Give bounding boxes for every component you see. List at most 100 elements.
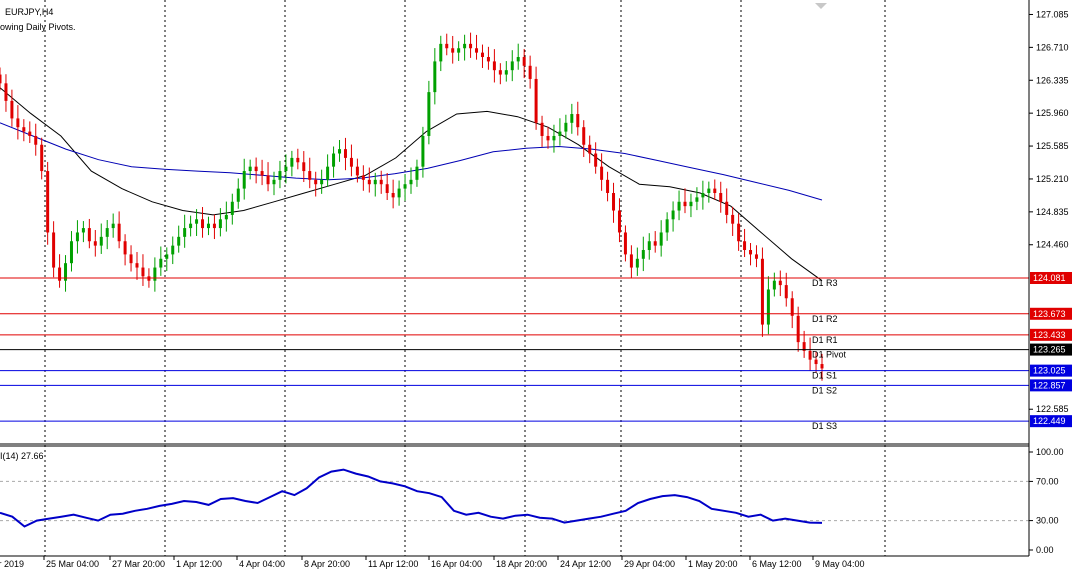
candle-body-103 [612,192,616,211]
candle-11 [64,255,68,292]
pivot-tag-label-5: 122.857 [1033,380,1066,390]
candle-body-132 [784,285,788,299]
candle-body-50 [296,157,300,163]
candle-133 [790,291,794,329]
pivot-tag-label-3: 123.265 [1033,345,1066,355]
price-label-6: 124.835 [1036,207,1069,217]
candle-body-45 [266,175,270,185]
candle-118 [701,180,705,210]
candle-body-120 [713,188,717,193]
candle-135 [802,330,806,358]
candle-125 [743,228,747,258]
candle-111 [659,220,663,257]
candle-56 [332,146,336,178]
price-label-7: 124.460 [1036,240,1069,250]
candle-body-123 [731,214,735,224]
candle-97 [576,101,580,136]
candle-body-13 [75,232,79,242]
candle-body-38 [224,214,228,220]
candle-74 [439,35,443,72]
time-axis: Mar 2019 25 Mar 04:00 27 Mar 20:00 1 Apr 12… [0,556,865,569]
candle-88 [522,48,526,79]
candle-61 [361,165,365,191]
price-label-3: 125.960 [1036,108,1069,118]
rsi-tick-label-2: 30.00 [1036,516,1059,526]
candle-body-49 [290,157,294,167]
candle-body-78 [463,43,467,49]
candle-body-82 [486,57,490,62]
candle-body-36 [212,223,216,229]
candle-105 [623,225,627,262]
candle-body-127 [754,254,758,259]
candle-47 [278,160,282,189]
candle-body-32 [189,223,193,229]
candle-42 [248,159,252,180]
time-label-13: 9 May 04:00 [815,559,865,569]
candle-90 [534,66,538,130]
candle-body-76 [451,48,455,53]
candle-body-11 [64,263,68,281]
candle-129 [766,276,770,335]
candle-body-6 [34,135,38,145]
candle-body-117 [695,197,699,202]
price-label-2: 126.335 [1036,75,1069,85]
candle-body-135 [802,342,806,351]
pivot-lines: D1 R3 124.081 D1 R2 123.673 D1 R1 123.433 D1 P… [0,271,1072,431]
candle-body-9 [52,232,56,268]
pivot-tag-5 [1030,379,1072,392]
candle-body-68 [403,184,407,189]
candle-body-57 [338,149,342,154]
candle-body-62 [367,179,371,185]
candle-110 [653,231,657,253]
time-label-9: 24 Apr 12:00 [560,559,611,569]
candle-126 [749,242,753,266]
candle-body-83 [492,61,496,71]
candle-52 [308,157,312,189]
candle-body-51 [302,162,306,172]
time-label-12: 6 May 12:00 [752,559,802,569]
candle-body-137 [814,359,818,365]
candle-22 [129,245,133,272]
candle-body-121 [719,192,723,202]
candle-body-81 [480,52,484,58]
candle-127 [754,245,758,268]
candle-body-80 [475,48,479,53]
candle-72 [427,80,431,145]
candle-body-59 [349,157,353,167]
candle-body-2 [10,100,14,119]
candle-40 [236,178,240,209]
candle-body-91 [540,122,544,136]
pivot-name-2: D1 R1 [812,335,838,345]
candle-113 [671,201,675,232]
candle-75 [445,33,449,56]
candle-body-106 [629,254,633,268]
candle-106 [629,245,633,279]
candle-87 [516,43,520,70]
candle-10 [58,254,62,288]
chart-shift-marker[interactable] [815,3,827,9]
candle-95 [564,114,568,139]
candle-body-42 [248,166,252,172]
candle-body-77 [457,48,461,53]
candle-8 [46,161,50,245]
candle-20 [117,211,121,249]
candle-115 [683,188,687,214]
candle-36 [212,214,216,240]
candle-98 [582,120,586,158]
candle-109 [647,233,651,260]
time-label-4: 4 Apr 04:00 [239,559,285,569]
candle-14 [81,221,85,243]
candle-body-115 [683,201,687,207]
candle-body-63 [373,179,377,185]
price-label-1: 126.710 [1036,42,1069,52]
candle-body-52 [308,171,312,180]
candle-body-40 [236,188,240,202]
candle-54 [320,169,324,194]
candle-6 [34,123,38,156]
candle-104 [617,198,621,243]
candle-121 [719,181,723,213]
candle-138 [820,353,824,381]
time-label-5: 8 Apr 20:00 [304,559,350,569]
rsi-tick-label-0: 100.00 [1036,447,1064,457]
candle-body-1 [4,83,8,101]
